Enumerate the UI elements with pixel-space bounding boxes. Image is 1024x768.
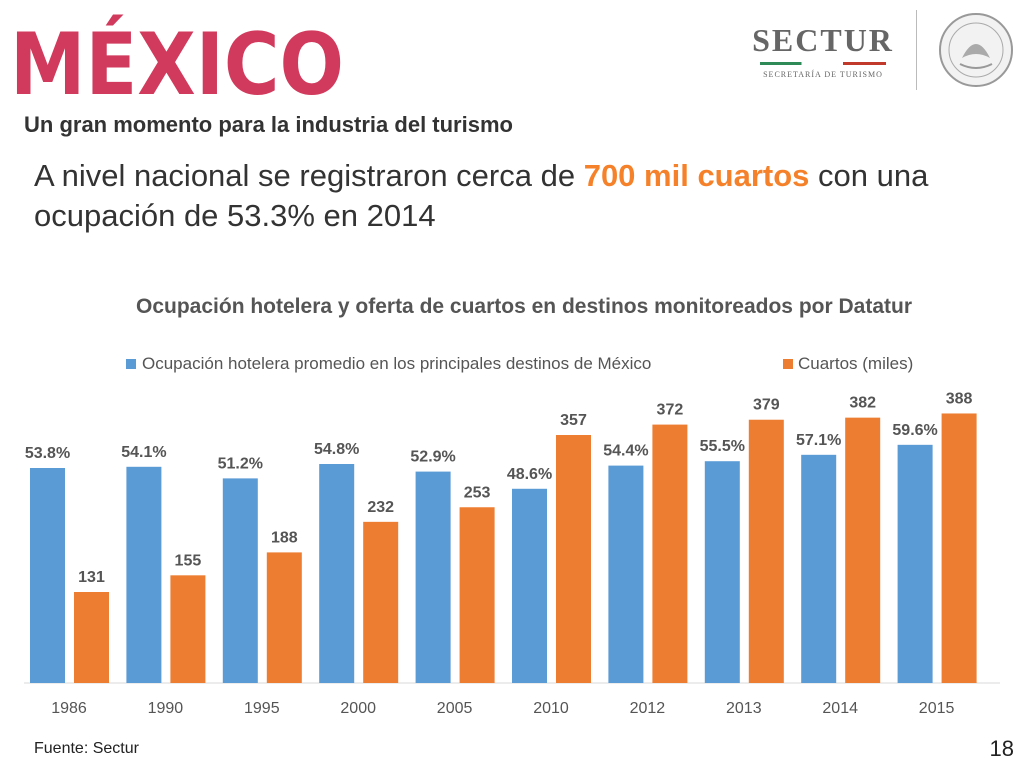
sectur-name: SECTUR — [752, 22, 894, 58]
bar-occupancy-2015 — [897, 444, 933, 683]
x-tick-label-2000: 2000 — [340, 700, 376, 717]
x-tick-label-2010: 2010 — [533, 700, 569, 717]
x-tick-label-2012: 2012 — [630, 700, 666, 717]
bar-rooms-2000 — [363, 521, 399, 683]
legend-swatch-rooms — [783, 359, 793, 369]
legend-label-occupancy: Ocupación hotelera promedio en los princ… — [142, 354, 651, 373]
data-label-rooms-2014: 382 — [849, 395, 876, 412]
sectur-subtitle: SECRETARÍA DE TURISMO — [763, 70, 883, 79]
bar-occupancy-1986 — [30, 468, 65, 683]
data-label-occupancy-2015: 59.6% — [892, 422, 937, 439]
data-label-occupancy-2013: 55.5% — [700, 438, 745, 455]
data-label-rooms-2013: 379 — [753, 397, 780, 414]
data-label-rooms-2015: 388 — [946, 390, 973, 407]
bar-occupancy-2010 — [512, 488, 547, 683]
x-tick-label-2014: 2014 — [822, 700, 858, 717]
data-label-rooms-1995: 188 — [271, 529, 298, 546]
bar-occupancy-2012 — [608, 465, 644, 683]
bar-rooms-1995 — [266, 552, 302, 683]
chart-title: Ocupación hotelera y oferta de cuartos e… — [136, 295, 912, 318]
x-tick-label-2005: 2005 — [437, 700, 473, 717]
x-tick-label-2013: 2013 — [726, 700, 762, 717]
headline-highlight: 700 mil cuartos — [583, 158, 810, 193]
sectur-tricolor-line — [760, 62, 886, 65]
data-label-rooms-2000: 232 — [367, 499, 394, 516]
bar-occupancy-2005 — [415, 471, 451, 683]
data-label-occupancy-2010: 48.6% — [507, 466, 552, 483]
bar-occupancy-1995 — [222, 478, 258, 683]
bar-rooms-2014 — [845, 417, 881, 683]
page-subtitle: Un gran momento para la industria del tu… — [24, 112, 513, 137]
data-label-occupancy-2012: 54.4% — [603, 443, 648, 460]
page-number: 18 — [989, 736, 1014, 761]
data-label-occupancy-1990: 54.1% — [121, 444, 166, 461]
bar-occupancy-1990 — [126, 466, 162, 683]
x-tick-label-1986: 1986 — [51, 700, 87, 717]
headline-part1: A nivel nacional se registraron cerca de — [34, 158, 584, 193]
bar-rooms-1986 — [74, 592, 109, 683]
x-tick-label-1995: 1995 — [244, 700, 280, 717]
data-label-occupancy-2005: 52.9% — [410, 449, 455, 466]
headline-part2: con una ocupación de 53.3% en 2014 — [34, 158, 929, 233]
bar-occupancy-2013 — [704, 461, 740, 683]
data-label-rooms-2005: 253 — [464, 484, 491, 501]
data-label-rooms-1990: 155 — [175, 552, 202, 569]
data-label-rooms-2012: 372 — [657, 402, 684, 419]
bar-rooms-2013 — [748, 419, 784, 683]
data-label-occupancy-1986: 53.8% — [25, 445, 70, 462]
data-label-occupancy-2000: 54.8% — [314, 441, 359, 458]
legend-label-rooms: Cuartos (miles) — [798, 354, 913, 373]
bar-occupancy-2000 — [319, 464, 355, 683]
legend-swatch-occupancy — [126, 359, 136, 369]
header-divider — [916, 10, 917, 90]
source-note: Fuente: Sectur — [34, 740, 139, 757]
bar-rooms-2010 — [556, 435, 591, 683]
mexico-logo-text: MÉXICO — [10, 14, 344, 102]
data-label-rooms-2010: 357 — [560, 412, 587, 429]
headline: A nivel nacional se registraron cerca de… — [34, 156, 994, 236]
x-tick-label-1990: 1990 — [148, 700, 184, 717]
bar-rooms-2005 — [459, 507, 495, 683]
bar-occupancy-2014 — [801, 454, 837, 683]
bar-rooms-1990 — [170, 575, 206, 683]
bar-rooms-2012 — [652, 424, 688, 683]
bar-chart: Ocupación hotelera promedio en los princ… — [24, 354, 1000, 717]
sectur-logo: SECTUR SECRETARÍA DE TURISMO — [748, 14, 908, 84]
national-seal-icon — [939, 13, 1013, 87]
mexico-logo: MÉXICO — [10, 14, 344, 102]
data-label-occupancy-2014: 57.1% — [796, 432, 841, 449]
data-label-rooms-1986: 131 — [78, 569, 105, 586]
x-tick-label-2015: 2015 — [919, 700, 955, 717]
data-label-occupancy-1995: 51.2% — [218, 455, 263, 472]
bar-rooms-2015 — [941, 413, 977, 683]
